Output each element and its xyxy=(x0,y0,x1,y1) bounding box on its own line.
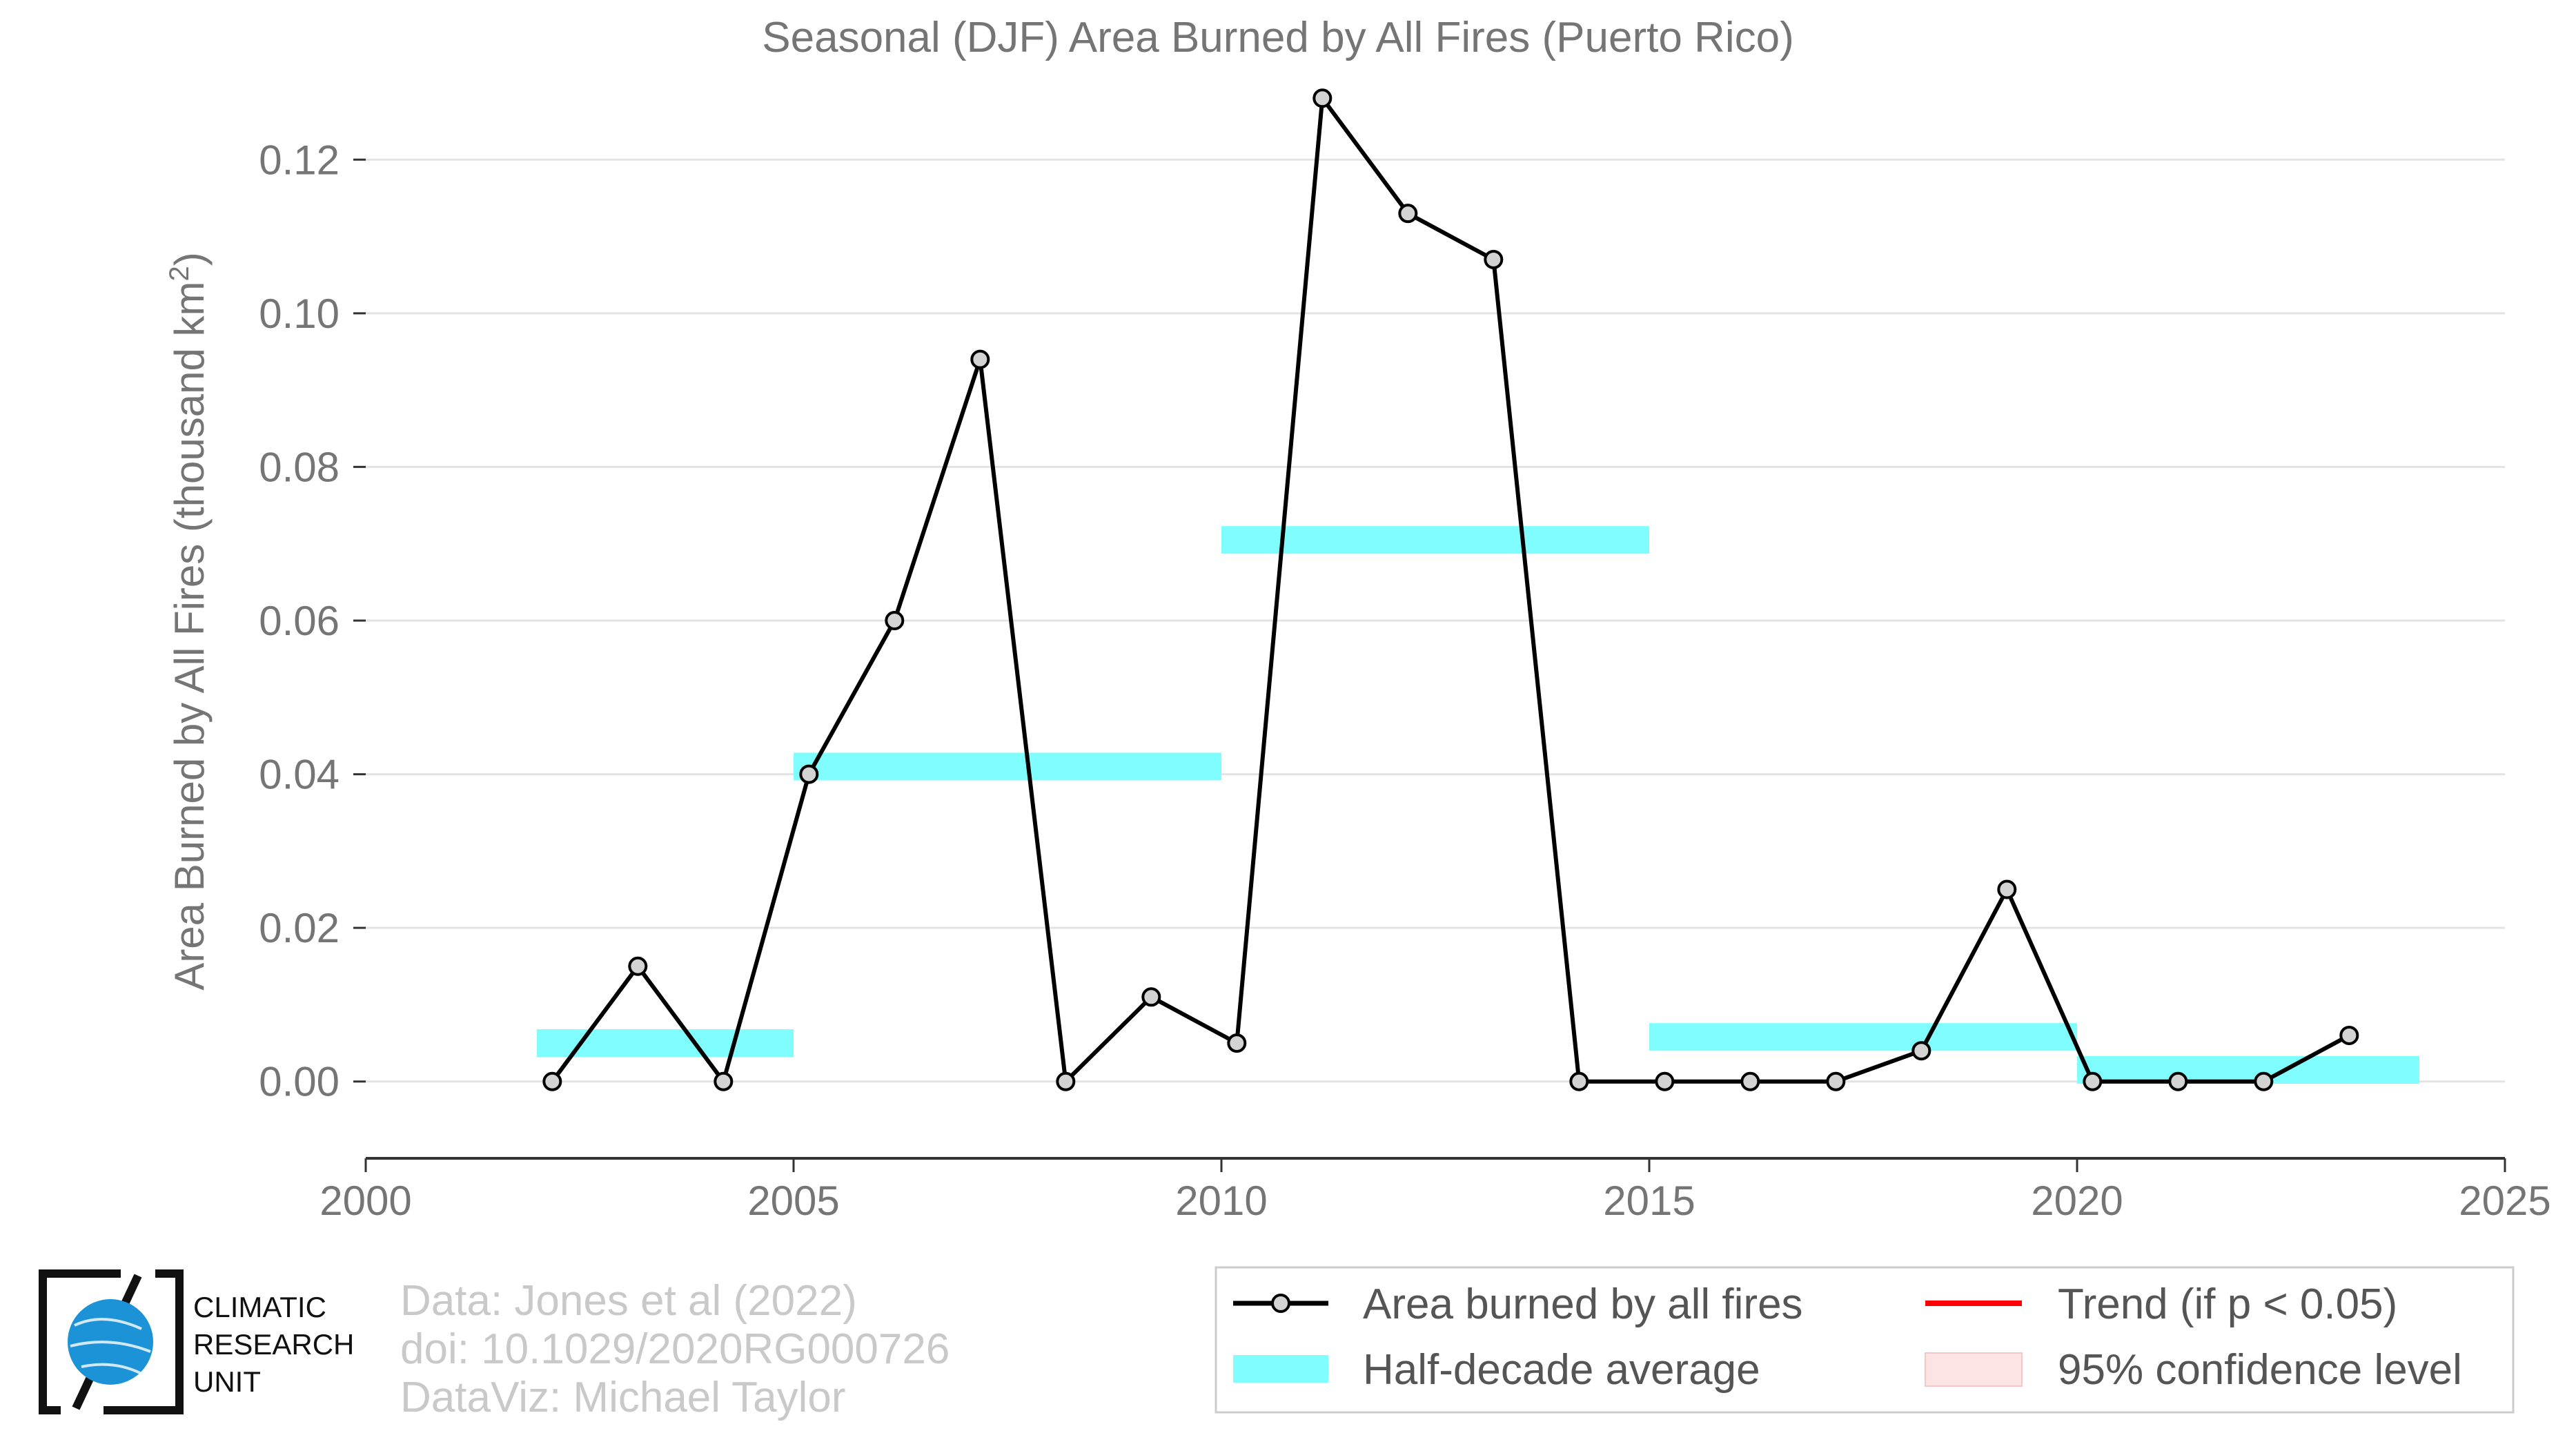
data-point xyxy=(542,1071,562,1091)
data-point xyxy=(628,956,648,976)
logo-bracket-left xyxy=(39,1269,121,1414)
half-decade-bar xyxy=(2077,1056,2419,1084)
data-point xyxy=(2339,1025,2359,1045)
data-point xyxy=(1655,1071,1675,1091)
legend-label-trend: Trend (if p < 0.05) xyxy=(2058,1280,2397,1328)
logo-text-line1: CLIMATIC xyxy=(193,1291,326,1323)
y-tick-label: 0.08 xyxy=(259,444,340,490)
legend: Area burned by all fires Trend (if p < 0… xyxy=(1215,1266,2515,1414)
tick-labels: 0.00 0.02 0.04 0.06 0.08 0.10 0.12 2000 2005 2010… xyxy=(259,137,2551,1224)
half-decade-bar xyxy=(1649,1023,2077,1051)
data-point xyxy=(714,1071,734,1091)
data-point xyxy=(1569,1071,1589,1091)
x-tick-label: 2015 xyxy=(1603,1178,1695,1224)
chart-title: Seasonal (DJF) Area Burned by All Fires … xyxy=(762,14,1793,61)
data-point xyxy=(885,611,905,630)
x-tick-label: 2005 xyxy=(747,1178,839,1224)
legend-swatch-band xyxy=(1233,1355,1328,1383)
data-point xyxy=(1227,1033,1247,1053)
data-series xyxy=(542,88,2359,1091)
data-point xyxy=(1056,1071,1076,1091)
credit-dataviz: DataViz: Michael Taylor xyxy=(400,1374,846,1421)
y-tick-label: 0.10 xyxy=(259,291,340,337)
data-point xyxy=(799,764,819,784)
credit-data: Data: Jones et al (2022) xyxy=(400,1277,857,1325)
axes xyxy=(353,158,2506,1172)
legend-frame xyxy=(1215,1266,2515,1414)
legend-label-band: Half-decade average xyxy=(1363,1346,1760,1394)
gridlines xyxy=(366,158,2505,1083)
data-point xyxy=(2168,1071,2188,1091)
data-point xyxy=(1398,204,1418,224)
logo-bracket-right xyxy=(104,1269,184,1414)
half-decade-bar xyxy=(1221,526,1649,554)
data-point xyxy=(2254,1071,2274,1091)
half-decade-bands xyxy=(537,526,2419,1084)
globe-swirl xyxy=(70,1318,151,1375)
credit-doi: doi: 10.1029/2020RG000726 xyxy=(400,1325,950,1373)
logo-text-line3: UNIT xyxy=(193,1365,261,1398)
data-point xyxy=(1484,249,1504,269)
data-point xyxy=(1997,879,2017,899)
cru-logo: CLIMATIC RESEARCH UNIT xyxy=(39,1269,354,1414)
data-point xyxy=(1911,1041,1931,1061)
logo-text-line2: RESEARCH xyxy=(193,1328,354,1361)
series-line xyxy=(550,96,2350,1084)
x-tick-label: 2020 xyxy=(2031,1178,2123,1224)
x-tick-label: 2025 xyxy=(2459,1178,2550,1224)
y-tick-label: 0.06 xyxy=(259,598,340,644)
x-tick-label: 2010 xyxy=(1175,1178,1267,1224)
y-tick-label: 0.04 xyxy=(259,752,340,798)
data-point xyxy=(1740,1071,1760,1091)
data-point xyxy=(2083,1071,2103,1091)
half-decade-bar xyxy=(794,752,1221,781)
y-axis-label: Area Burned by All Fires (thousand km2) xyxy=(164,252,213,990)
legend-swatch-confidence xyxy=(1925,1352,2023,1387)
y-tick-label: 0.02 xyxy=(259,905,340,951)
data-point xyxy=(1141,987,1161,1007)
data-point xyxy=(1312,88,1333,108)
x-tick-label: 2000 xyxy=(319,1178,411,1224)
legend-swatch-marker xyxy=(1271,1294,1290,1313)
y-tick-label: 0.12 xyxy=(259,137,340,183)
data-point xyxy=(1826,1071,1846,1091)
legend-label-confidence: 95% confidence level xyxy=(2058,1346,2462,1394)
y-tick-label: 0.00 xyxy=(259,1059,340,1105)
data-point xyxy=(970,349,990,369)
legend-label-area: Area burned by all fires xyxy=(1363,1280,1803,1328)
